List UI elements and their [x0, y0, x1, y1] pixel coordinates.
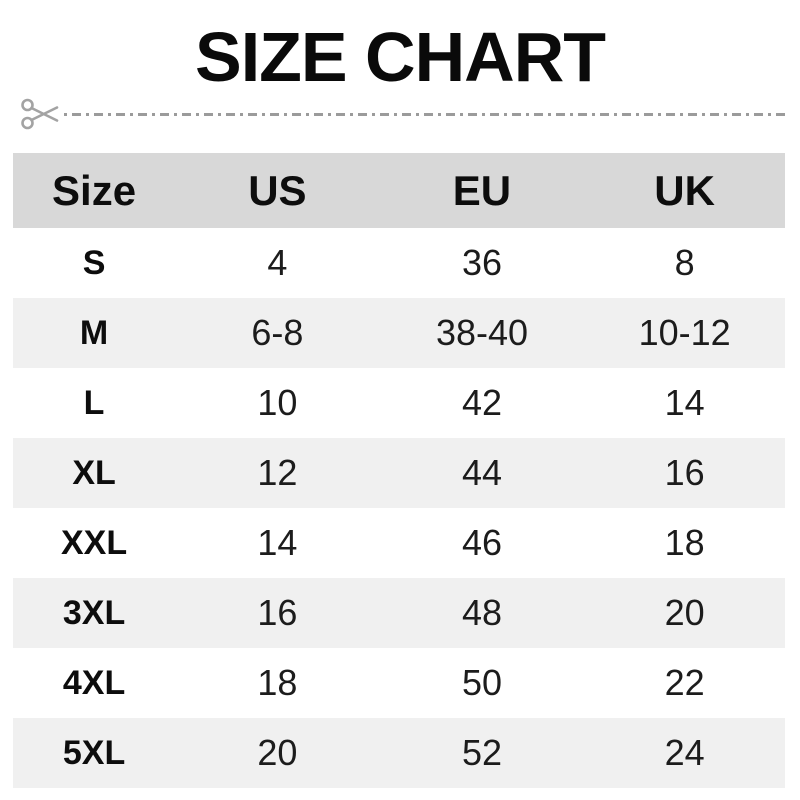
eu-cell: 42: [461, 382, 502, 423]
size-cell: L: [83, 383, 105, 422]
eu-cell: 36: [461, 242, 502, 283]
us-cell: 6-8: [251, 312, 304, 353]
scissors-icon: [21, 98, 59, 130]
table-row: S 4 36 8: [13, 228, 785, 298]
uk-cell: 22: [664, 662, 705, 703]
uk-cell: 10-12: [638, 312, 731, 353]
size-cell: XL: [72, 453, 116, 492]
header-uk: UK: [654, 166, 715, 214]
table-row: XL 12 44 16: [13, 438, 785, 508]
us-cell: 14: [257, 522, 298, 563]
uk-cell: 20: [664, 592, 705, 633]
uk-cell: 8: [674, 242, 695, 283]
eu-cell: 38-40: [435, 312, 529, 353]
table-header-row: Size US EU UK: [13, 153, 785, 228]
uk-cell: 18: [664, 522, 705, 563]
uk-cell: 16: [664, 452, 705, 493]
size-cell: M: [79, 313, 109, 352]
us-cell: 20: [257, 732, 298, 773]
uk-cell: 14: [664, 382, 705, 423]
us-cell: 16: [257, 592, 298, 633]
size-table: Size US EU UK S 4 36 8 M 6-8 38-40 10-12…: [13, 153, 785, 788]
table-body: S 4 36 8 M 6-8 38-40 10-12 L 10 42 14 XL…: [13, 228, 785, 788]
eu-cell: 48: [461, 592, 502, 633]
size-cell: 3XL: [62, 593, 126, 632]
table-row: 5XL 20 52 24: [13, 718, 785, 788]
us-cell: 4: [267, 242, 288, 283]
cut-here-divider: [20, 94, 790, 134]
header-eu: EU: [452, 166, 512, 214]
uk-cell: 24: [664, 732, 705, 773]
eu-cell: 52: [461, 732, 502, 773]
table-row: 3XL 16 48 20: [13, 578, 785, 648]
dashed-cut-line: [64, 112, 790, 116]
size-cell: XXL: [60, 523, 128, 562]
us-cell: 10: [257, 382, 298, 423]
eu-cell: 44: [461, 452, 502, 493]
size-cell: S: [82, 243, 106, 282]
page-title: SIZE CHART: [195, 18, 606, 96]
size-cell: 5XL: [62, 733, 126, 772]
eu-cell: 46: [461, 522, 502, 563]
table-row: L 10 42 14: [13, 368, 785, 438]
size-cell: 4XL: [62, 663, 126, 702]
table-row: 4XL 18 50 22: [13, 648, 785, 718]
table-row: XXL 14 46 18: [13, 508, 785, 578]
header-us: US: [248, 166, 307, 214]
us-cell: 18: [257, 662, 298, 703]
header-size: Size: [52, 166, 137, 214]
eu-cell: 50: [461, 662, 502, 703]
us-cell: 12: [257, 452, 298, 493]
table-row: M 6-8 38-40 10-12: [13, 298, 785, 368]
